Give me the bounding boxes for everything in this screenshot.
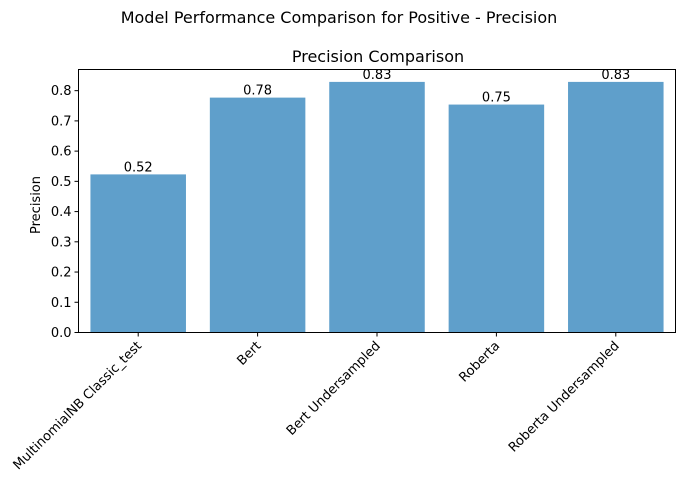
x-tick-label-0: MultinomialNB Classic_test xyxy=(11,339,145,473)
y-tick-label-3: 0.3 xyxy=(51,235,72,250)
bar-3 xyxy=(448,104,545,333)
y-tick-label-1: 0.1 xyxy=(51,296,72,311)
x-tick-label-1: Bert xyxy=(234,339,264,369)
value-label-3: 0.75 xyxy=(482,91,511,106)
x-tick-label-2: Bert Undersampled xyxy=(284,339,384,439)
x-tick-label-3: Roberta xyxy=(457,339,504,386)
x-axis-ticks: MultinomialNB Classic_test Bert Bert Under… xyxy=(11,332,623,473)
bar-0 xyxy=(90,174,186,333)
bars-group xyxy=(90,81,664,333)
y-tick-label-5: 0.5 xyxy=(51,175,72,190)
y-tick-label-2: 0.2 xyxy=(51,266,72,281)
value-label-1: 0.78 xyxy=(243,84,272,99)
bar-2 xyxy=(329,81,425,333)
x-tick-label-4: Roberta Undersampled xyxy=(506,339,623,456)
value-label-4: 0.83 xyxy=(601,68,630,83)
value-label-0: 0.52 xyxy=(124,160,153,175)
y-axis-label: Precision xyxy=(29,176,44,234)
y-tick-label-4: 0.4 xyxy=(51,205,72,220)
bar-4 xyxy=(568,81,664,333)
value-labels: 0.52 0.78 0.83 0.75 0.83 xyxy=(124,68,631,176)
y-tick-label-8: 0.8 xyxy=(51,84,72,99)
plot-frame xyxy=(78,69,676,333)
y-tick-label-0: 0.0 xyxy=(51,326,72,341)
figure-suptitle: Model Performance Comparison for Positiv… xyxy=(121,8,558,27)
y-tick-label-6: 0.6 xyxy=(51,145,72,160)
bar-1 xyxy=(209,97,306,333)
value-label-2: 0.83 xyxy=(363,68,392,83)
y-tick-label-7: 0.7 xyxy=(51,114,72,129)
y-axis-ticks: 0.0 0.1 0.2 0.3 0.4 0.5 0.6 0.7 0.8 xyxy=(51,84,79,341)
chart-title: Precision Comparison xyxy=(292,47,464,66)
